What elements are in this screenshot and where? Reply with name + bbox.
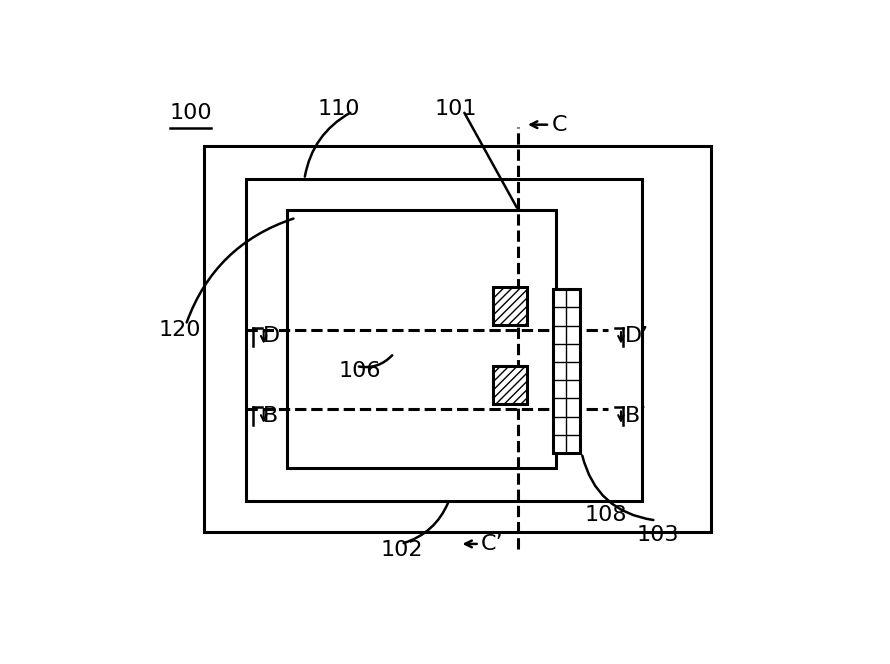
Text: B: B bbox=[263, 406, 279, 426]
Text: 103: 103 bbox=[637, 525, 679, 544]
Text: D: D bbox=[263, 326, 280, 347]
Bar bbox=[553, 290, 580, 453]
Bar bbox=[246, 179, 643, 501]
Text: D’: D’ bbox=[625, 326, 649, 347]
Bar bbox=[493, 366, 527, 404]
Text: 106: 106 bbox=[339, 361, 382, 381]
Text: C: C bbox=[551, 115, 567, 135]
Text: B’: B’ bbox=[625, 406, 647, 426]
Bar bbox=[287, 210, 556, 468]
Text: 108: 108 bbox=[585, 505, 627, 525]
Text: 102: 102 bbox=[380, 540, 423, 560]
Bar bbox=[205, 146, 711, 532]
Bar bbox=[493, 287, 527, 325]
Text: 100: 100 bbox=[170, 103, 213, 123]
Text: 120: 120 bbox=[158, 320, 200, 340]
Text: 110: 110 bbox=[318, 100, 360, 120]
Text: C’: C’ bbox=[481, 534, 504, 554]
Text: 101: 101 bbox=[435, 100, 477, 120]
